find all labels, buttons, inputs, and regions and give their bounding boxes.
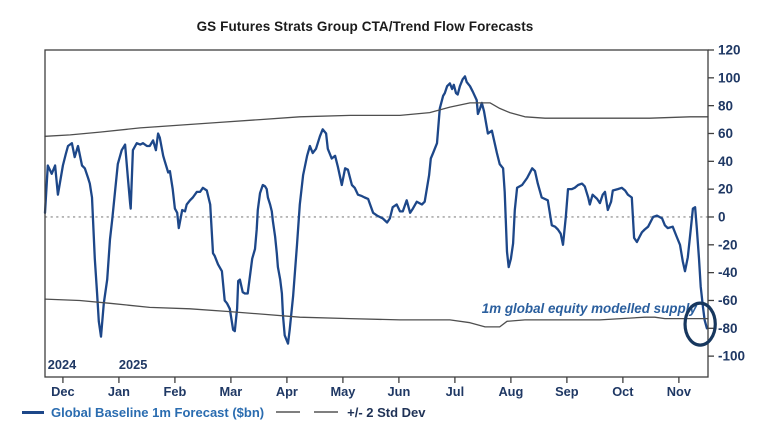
y-axis-label: 0 — [718, 210, 726, 225]
x-axis-label: Feb — [164, 384, 187, 399]
y-axis-label: 100 — [718, 70, 741, 85]
x-axis-label: Oct — [612, 384, 634, 399]
y-axis-label: 120 — [718, 43, 741, 58]
highlight-ellipse — [683, 301, 717, 347]
annotation-text: 1m global equity modelled supply — [482, 301, 698, 316]
x-axis-label: Apr — [276, 384, 298, 399]
stddev-legend-label: +/- 2 Std Dev — [347, 404, 426, 420]
y-axis-label: -60 — [718, 293, 738, 308]
chart-legend: Global Baseline 1m Forecast ($bn) +/- 2 … — [22, 403, 426, 421]
series-forecast-line — [43, 75, 709, 345]
x-axis-label: Jul — [446, 384, 465, 399]
year-label: 2025 — [119, 357, 147, 372]
forecast-line-legend-marker — [22, 410, 44, 414]
x-axis-label: Jan — [108, 384, 130, 399]
x-axis-label: Nov — [667, 384, 692, 399]
x-axis-label: Dec — [51, 384, 74, 399]
x-axis-label: Aug — [498, 384, 523, 399]
y-axis-label: -40 — [718, 265, 738, 280]
y-axis-label: -100 — [718, 349, 745, 364]
chart-title: GS Futures Strats Group CTA/Trend Flow F… — [196, 19, 534, 34]
x-axis-label: May — [330, 384, 356, 399]
stddev-legend-dash-icon — [314, 411, 339, 413]
y-axis-label: -20 — [718, 237, 738, 252]
series-lower-band-line — [44, 298, 709, 328]
series-upper-band-line — [44, 102, 709, 137]
year-label: 2024 — [48, 357, 77, 372]
stddev-legend-dash-icon — [276, 411, 301, 413]
y-axis-label: 60 — [718, 126, 733, 141]
y-axis-label: 40 — [718, 154, 733, 169]
y-axis-label: -80 — [718, 321, 738, 336]
y-axis-label: 20 — [718, 182, 733, 197]
plot-frame — [44, 49, 709, 378]
x-axis-label: Mar — [220, 384, 243, 399]
y-axis-label: 80 — [718, 98, 733, 113]
forecast-legend-label: Global Baseline 1m Forecast ($bn) — [51, 404, 265, 420]
x-axis-label: Sep — [555, 384, 579, 399]
x-axis-label: Jun — [388, 384, 411, 399]
